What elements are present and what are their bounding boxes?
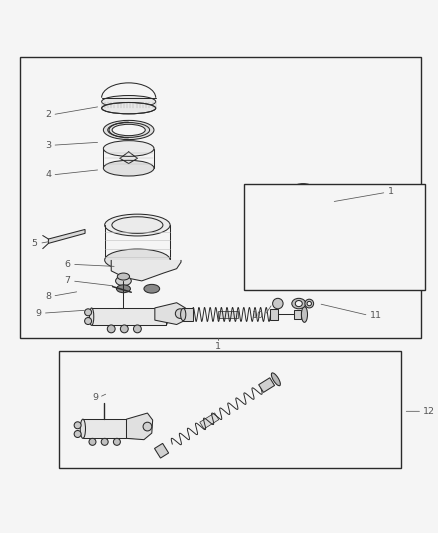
Circle shape: [74, 422, 81, 429]
Polygon shape: [155, 443, 169, 458]
Circle shape: [101, 438, 108, 446]
Bar: [287, 207, 319, 217]
Circle shape: [85, 309, 92, 316]
Ellipse shape: [116, 276, 131, 286]
Bar: [183, 309, 193, 320]
Ellipse shape: [180, 309, 186, 320]
Text: 1: 1: [388, 187, 394, 196]
Text: 12: 12: [423, 407, 435, 416]
Bar: [92, 308, 166, 325]
Ellipse shape: [295, 301, 302, 306]
Circle shape: [113, 438, 120, 446]
Text: 9: 9: [92, 393, 98, 402]
Circle shape: [107, 325, 115, 333]
Ellipse shape: [287, 213, 319, 222]
Polygon shape: [259, 378, 275, 392]
Ellipse shape: [117, 285, 131, 293]
Ellipse shape: [286, 197, 320, 207]
Ellipse shape: [102, 102, 156, 114]
Ellipse shape: [163, 308, 168, 325]
Circle shape: [277, 217, 283, 223]
Circle shape: [120, 325, 128, 333]
Ellipse shape: [105, 249, 170, 271]
Circle shape: [143, 422, 152, 431]
Polygon shape: [200, 413, 219, 429]
Ellipse shape: [80, 419, 85, 438]
Text: 11: 11: [370, 311, 382, 320]
Text: 9: 9: [35, 309, 42, 318]
Ellipse shape: [307, 301, 311, 306]
Text: 7: 7: [65, 277, 71, 285]
Ellipse shape: [292, 298, 306, 309]
Text: 2: 2: [46, 110, 52, 119]
Text: 4: 4: [46, 171, 52, 180]
Circle shape: [175, 309, 185, 318]
Polygon shape: [127, 413, 153, 440]
Ellipse shape: [102, 95, 156, 108]
Ellipse shape: [286, 201, 320, 212]
Text: 1: 1: [215, 342, 221, 351]
Bar: [282, 217, 324, 232]
Ellipse shape: [103, 120, 154, 140]
Circle shape: [74, 431, 81, 438]
Ellipse shape: [272, 373, 280, 386]
Text: 10: 10: [252, 311, 264, 320]
Text: 8: 8: [46, 292, 52, 301]
Bar: [218, 311, 238, 318]
Circle shape: [277, 224, 283, 230]
Circle shape: [300, 232, 306, 238]
Ellipse shape: [89, 308, 94, 325]
Polygon shape: [155, 303, 185, 325]
Ellipse shape: [103, 160, 154, 176]
Polygon shape: [49, 229, 85, 244]
Ellipse shape: [287, 203, 319, 211]
Bar: [20, 57, 421, 338]
Circle shape: [289, 232, 295, 238]
Ellipse shape: [105, 214, 170, 236]
Bar: [83, 419, 140, 438]
Circle shape: [134, 325, 141, 333]
Bar: [270, 309, 278, 320]
Bar: [59, 351, 401, 468]
Bar: [244, 184, 425, 290]
Text: 6: 6: [65, 260, 71, 269]
Text: 3: 3: [46, 141, 52, 150]
Ellipse shape: [117, 273, 130, 280]
Text: 5: 5: [31, 239, 37, 248]
Ellipse shape: [112, 124, 145, 135]
Ellipse shape: [103, 141, 154, 156]
Circle shape: [272, 298, 283, 309]
Circle shape: [85, 318, 92, 325]
Ellipse shape: [144, 285, 159, 293]
Ellipse shape: [137, 419, 142, 438]
Ellipse shape: [301, 306, 307, 322]
Ellipse shape: [282, 226, 324, 237]
Ellipse shape: [305, 299, 314, 308]
Bar: [294, 310, 301, 319]
Polygon shape: [111, 260, 181, 281]
Circle shape: [326, 220, 335, 228]
Polygon shape: [321, 212, 337, 232]
Circle shape: [89, 438, 96, 446]
